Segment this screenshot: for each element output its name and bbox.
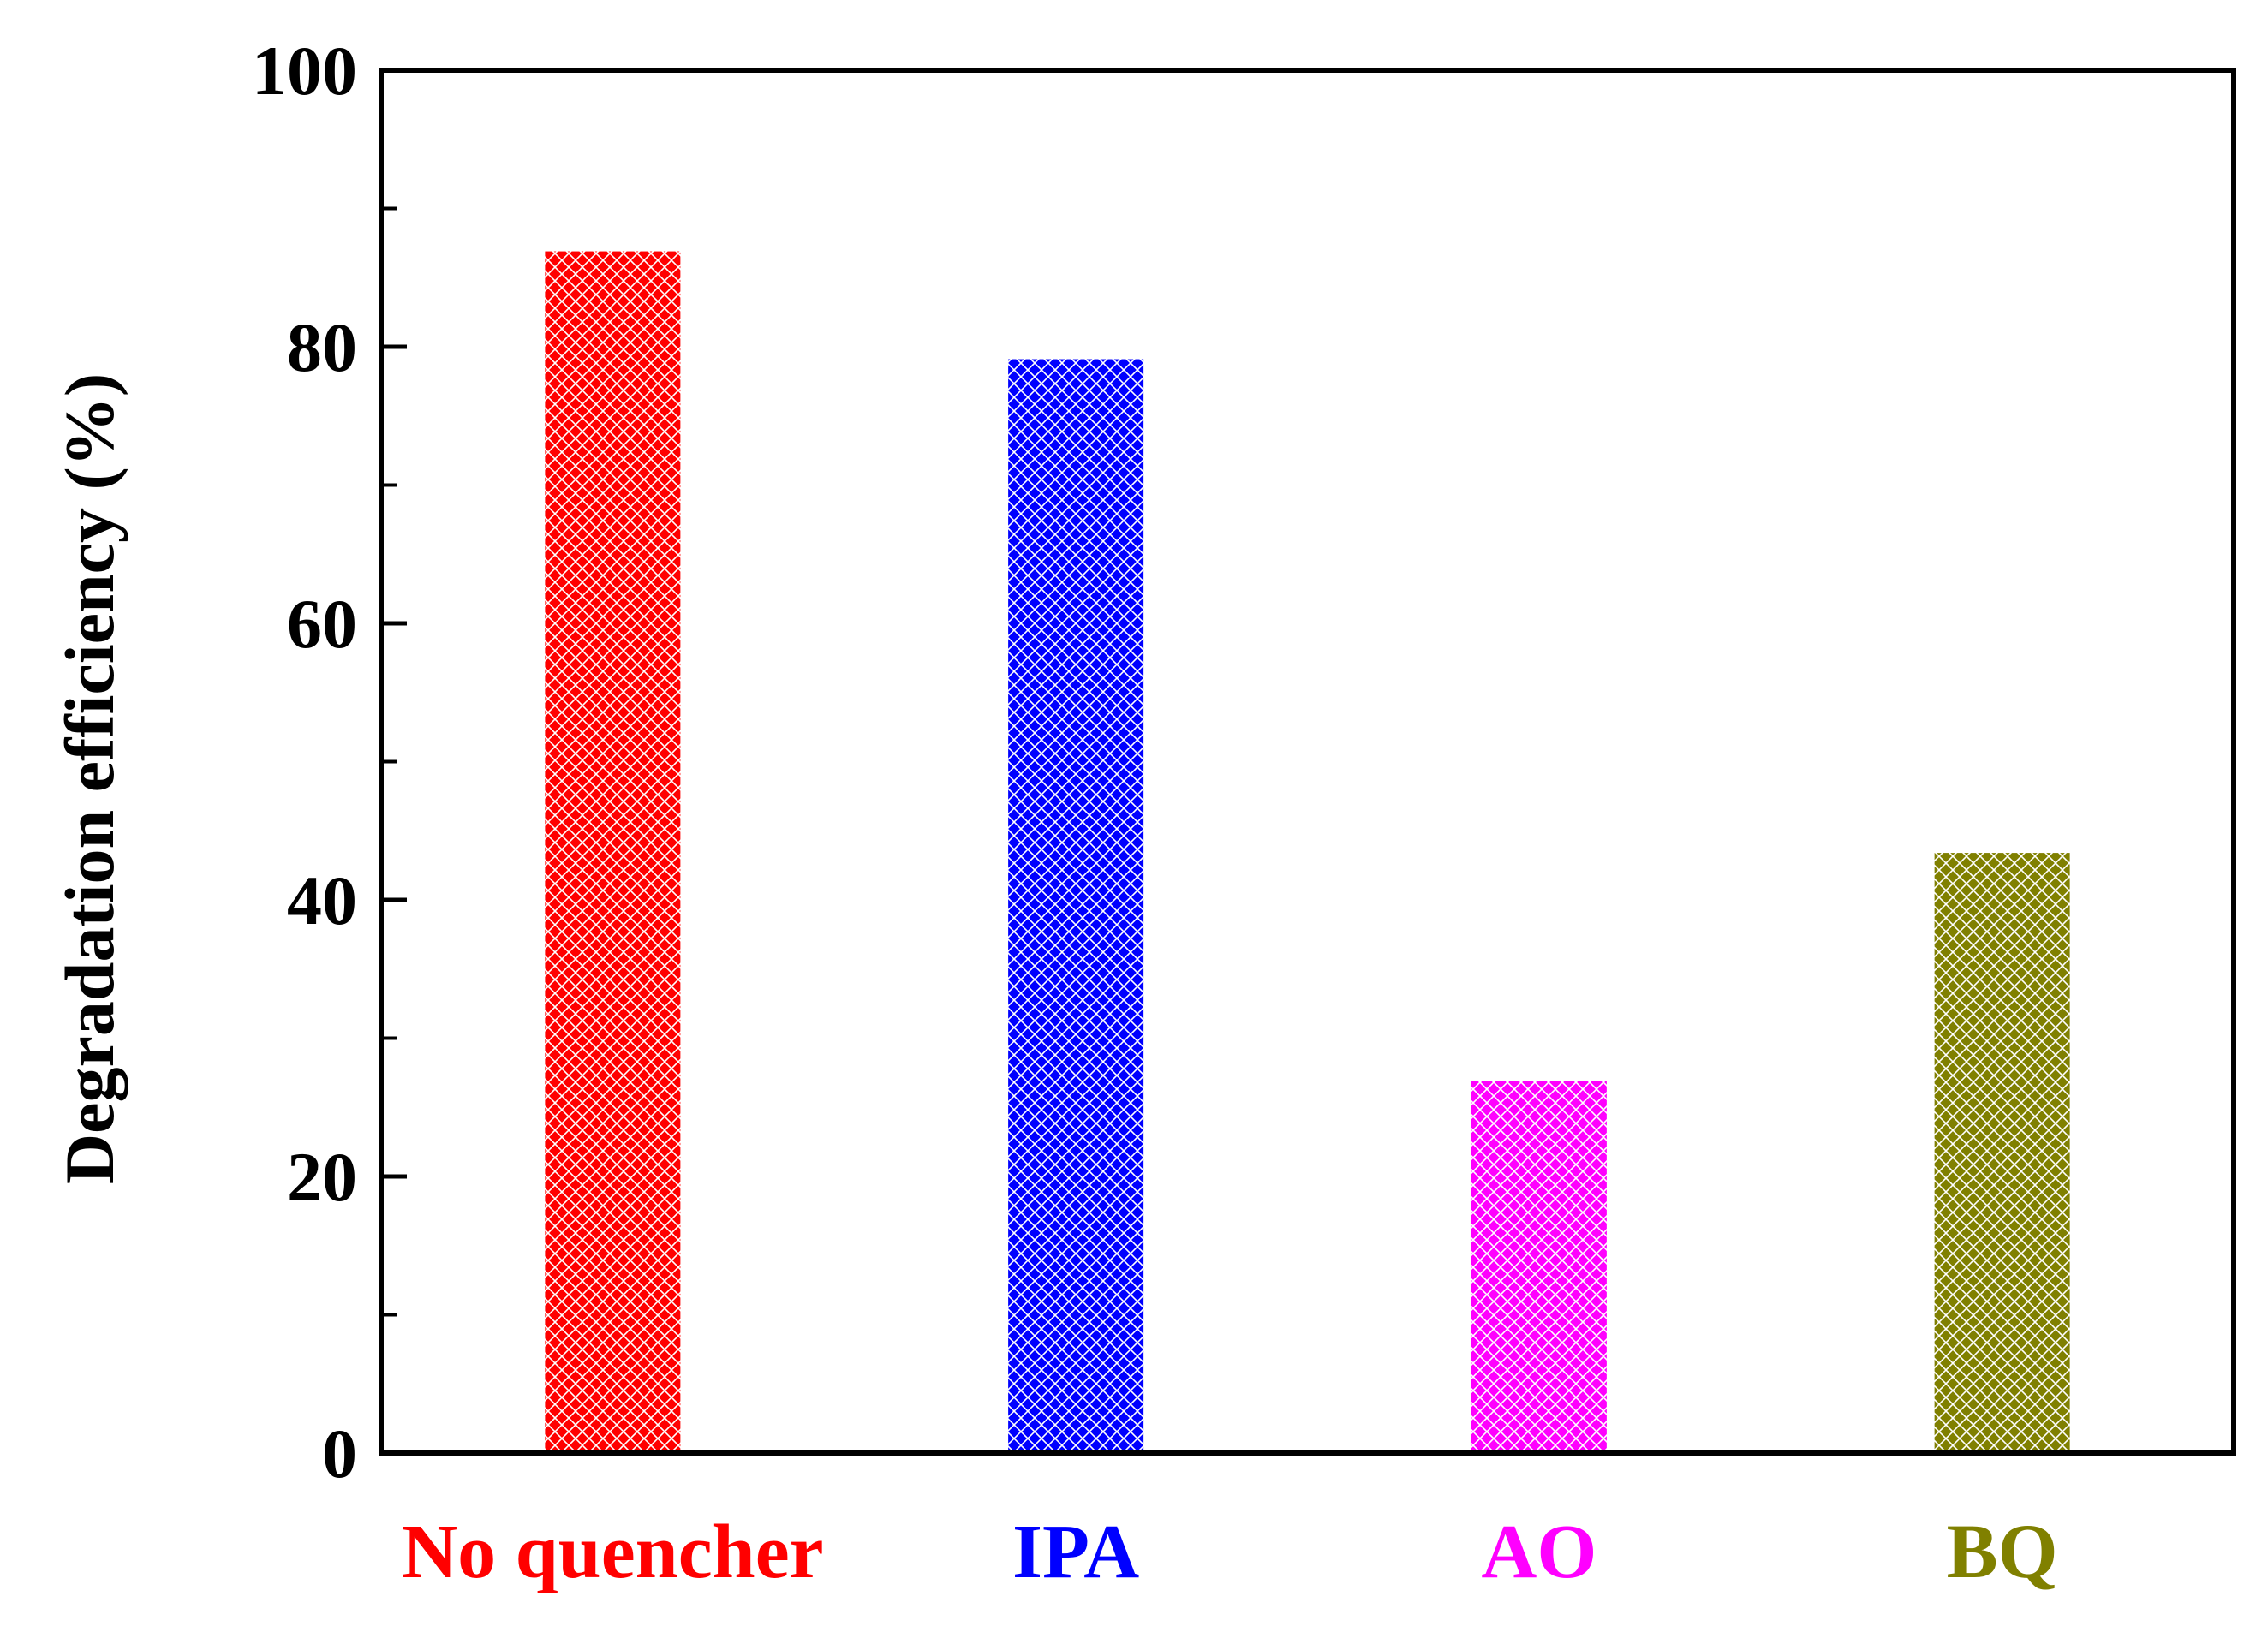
bar-bq	[1934, 853, 2070, 1453]
category-label-ipa: IPA	[1012, 1510, 1139, 1594]
category-label-ao: AO	[1481, 1510, 1597, 1594]
y-tick-label: 60	[287, 585, 357, 663]
y-tick-label: 80	[287, 308, 357, 386]
bars-layer	[545, 251, 2070, 1454]
category-label-no-quencher: No quencher	[402, 1510, 824, 1594]
category-label-bq: BQ	[1947, 1510, 2058, 1594]
tick-labels: No quencher IPA AO BQ 0 20 40 60 80 100	[252, 32, 2058, 1594]
y-axis-title: Degradation efficiency (%)	[51, 373, 128, 1184]
bar-ao	[1471, 1081, 1607, 1453]
bar-no-quencher	[545, 251, 681, 1454]
y-tick-label: 40	[287, 861, 357, 939]
y-tick-label: 0	[322, 1415, 357, 1492]
y-tick-label: 20	[287, 1138, 357, 1216]
y-axis-ticks	[381, 68, 407, 1456]
bar-ipa	[1008, 359, 1144, 1453]
y-tick-label: 100	[252, 32, 357, 110]
